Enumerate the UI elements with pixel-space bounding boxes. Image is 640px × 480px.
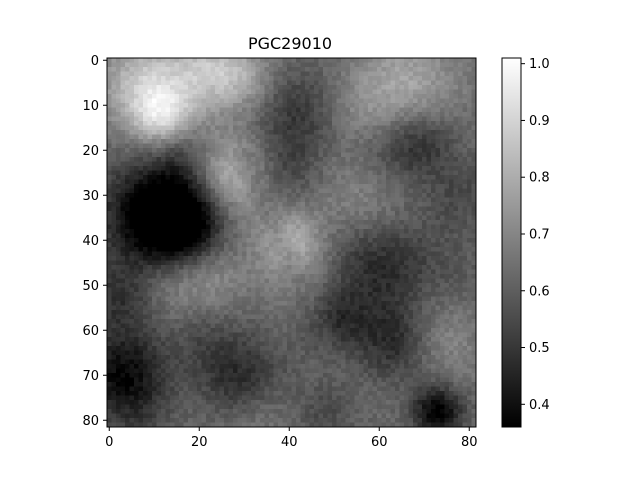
colorbar: 0.4 0.5 0.6 0.7 0.8 0.9 1.0 (501, 57, 550, 428)
colorbar-gradient (501, 57, 522, 428)
plot-border (106, 57, 477, 428)
colorbar-tick-label: 0.7 (529, 227, 550, 242)
colorbar-tick-label: 0.9 (529, 114, 550, 129)
y-tick-label: 70 (82, 369, 99, 384)
colorbar-tick-label: 0.4 (529, 398, 550, 413)
x-axis: 0 20 40 60 80 (105, 427, 478, 450)
x-tick-label: 20 (191, 435, 208, 450)
plot-area (106, 57, 477, 428)
colorbar-tick-label: 1.0 (529, 57, 550, 72)
y-tick-label: 40 (82, 234, 99, 249)
y-tick-label: 20 (82, 144, 99, 159)
y-tick-label: 0 (91, 54, 99, 69)
x-tick-label: 40 (281, 435, 298, 450)
y-tick-label: 80 (82, 414, 99, 429)
y-axis: 0 10 20 30 40 50 60 70 80 (82, 54, 107, 429)
heatmap-image (107, 58, 476, 427)
y-tick-label: 60 (82, 324, 99, 339)
y-tick-label: 30 (82, 189, 99, 204)
colorbar-tick-label: 0.8 (529, 171, 550, 186)
colorbar-tick-label: 0.5 (529, 341, 550, 356)
y-tick-label: 10 (82, 99, 99, 114)
x-tick-label: 0 (105, 435, 113, 450)
x-tick-label: 60 (371, 435, 388, 450)
colorbar-tick-label: 0.6 (529, 284, 550, 299)
y-tick-label: 50 (82, 279, 99, 294)
colorbar-ticks: 0.4 0.5 0.6 0.7 0.8 0.9 1.0 (521, 57, 550, 413)
chart-title: PGC29010 (248, 34, 332, 53)
x-tick-label: 80 (461, 435, 478, 450)
